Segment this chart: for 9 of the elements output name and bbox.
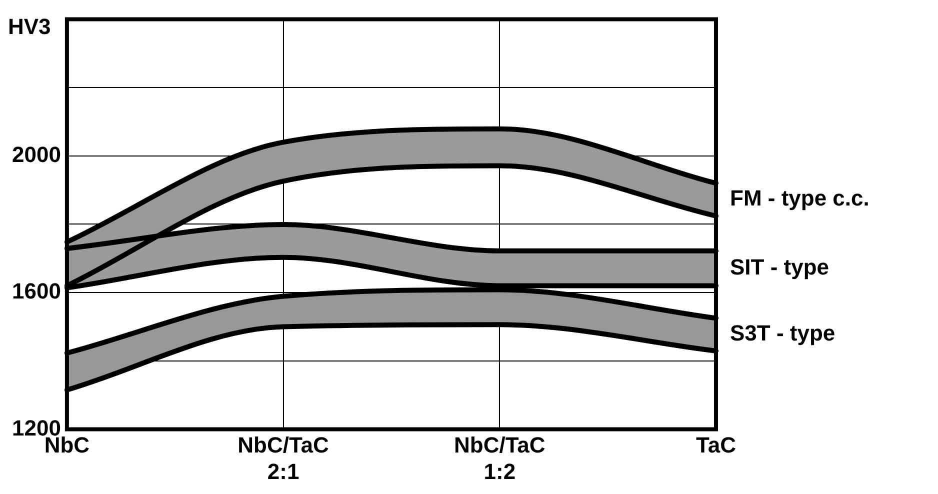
x-tick-label: TaC bbox=[696, 432, 736, 458]
x-tick-label: NbC/TaC 2:1 bbox=[238, 432, 330, 484]
y-tick-label: 2000 bbox=[12, 142, 61, 167]
y-axis-title: HV3 bbox=[8, 14, 51, 40]
x-tick-label: NbC/TaC 1:2 bbox=[454, 432, 546, 484]
series-label: S3T - type bbox=[730, 320, 836, 346]
series-label: FM - type c.c. bbox=[730, 186, 870, 211]
series-label: SIT - type bbox=[730, 254, 830, 280]
y-tick-label: 1600 bbox=[12, 278, 61, 304]
